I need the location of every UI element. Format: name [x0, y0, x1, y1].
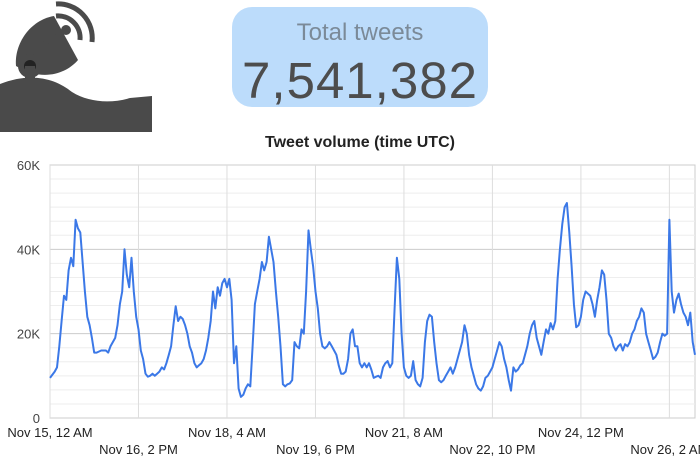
total-tweets-value: 7,541,382 [242, 52, 478, 109]
y-tick-label: 20K [17, 327, 40, 342]
x-tick-label: Nov 19, 6 PM [276, 442, 355, 457]
x-tick-label: Nov 26, 2 AM [630, 442, 700, 457]
x-tick-label: Nov 16, 2 PM [99, 442, 178, 457]
x-tick-label: Nov 15, 12 AM [7, 425, 92, 440]
x-tick-label: Nov 18, 4 AM [188, 425, 266, 440]
y-tick-label: 60K [17, 158, 40, 173]
tweet-volume-series-line [49, 202, 696, 398]
x-tick-label: Nov 22, 10 PM [449, 442, 535, 457]
total-tweets-label: Total tweets [296, 19, 424, 46]
total-tweets-card: Total tweets 7,541,382 [232, 7, 488, 109]
satellite-dish-icon [0, 1, 152, 132]
chart-title: Tweet volume (time UTC) [265, 134, 455, 151]
y-tick-label: 40K [17, 242, 40, 257]
x-tick-label: Nov 24, 12 PM [538, 425, 624, 440]
x-tick-label: Nov 21, 8 AM [365, 425, 443, 440]
y-tick-label: 0 [33, 411, 40, 426]
